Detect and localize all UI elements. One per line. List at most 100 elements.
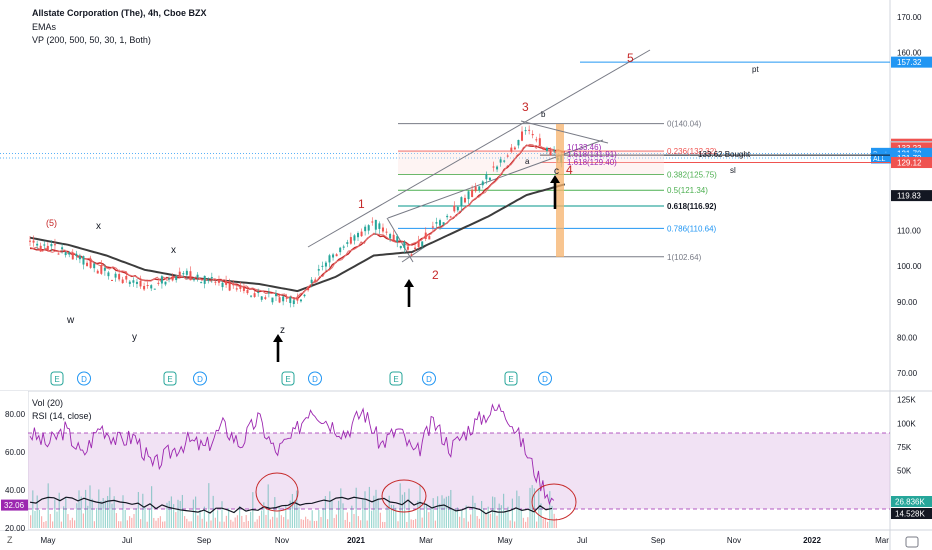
rsi-label: RSI (14, close)	[32, 411, 92, 421]
volume-bar	[311, 510, 313, 528]
candle-body	[168, 278, 171, 280]
indicator-emas-label: EMAs	[32, 22, 57, 32]
volume-bar	[302, 519, 304, 528]
candle-body	[43, 244, 46, 246]
volume-bar	[421, 517, 423, 528]
candle-body	[264, 297, 267, 299]
volume-bar	[494, 497, 496, 528]
volume-bar	[126, 520, 128, 528]
volume-bar	[118, 521, 120, 528]
volume-bar	[85, 489, 87, 528]
volume-bar	[168, 500, 170, 528]
volume-bar	[408, 488, 410, 528]
candle-body	[496, 166, 499, 170]
volume-bar	[225, 515, 227, 528]
candle-body	[189, 271, 192, 281]
volume-ma-box	[891, 508, 932, 519]
candle-body	[64, 252, 67, 256]
volume-bar	[439, 503, 441, 528]
volume-bar	[483, 508, 485, 528]
volume-bar	[104, 500, 106, 528]
candle-body	[68, 252, 71, 255]
volume-bar	[536, 521, 538, 528]
volume-bar	[470, 514, 472, 528]
volume-bar	[551, 505, 553, 528]
candle-body	[421, 241, 424, 247]
candle-body	[542, 148, 545, 150]
volume-bar	[89, 485, 91, 528]
volume-bar	[91, 498, 93, 528]
volume-bar	[445, 496, 447, 528]
candle-body	[296, 297, 299, 301]
fib-level-label: 0.5(121.34)	[667, 186, 708, 195]
volume-bar	[184, 516, 186, 528]
arrow-up-z-head	[273, 334, 283, 342]
volume-bar	[412, 520, 414, 528]
earnings-marker-text: E	[54, 375, 59, 384]
ema-slow-line	[29, 183, 566, 293]
volume-bar	[335, 514, 337, 528]
time-axis-label: Jul	[122, 536, 132, 545]
candle-body	[406, 246, 409, 250]
time-axis-label: Nov	[275, 536, 289, 545]
volume-bar	[478, 518, 480, 528]
time-axis-label: Sep	[197, 536, 212, 545]
volume-bar	[472, 495, 474, 528]
candle-body	[282, 296, 285, 302]
time-axis-label: Sep	[651, 536, 666, 545]
candle-body	[378, 223, 381, 229]
candle-body	[381, 227, 384, 232]
volume-current-label: 26.836K	[895, 498, 925, 507]
candle-body	[410, 254, 413, 256]
volume-bar	[503, 493, 505, 528]
candle-body	[289, 297, 292, 304]
volume-bar	[434, 520, 436, 528]
candle-body	[46, 245, 49, 251]
volume-bar	[406, 521, 408, 528]
volume-bar	[357, 516, 359, 528]
dividend-marker	[308, 371, 322, 386]
candle-body	[367, 225, 370, 231]
candle-body	[139, 280, 142, 287]
volume-bar	[353, 513, 355, 528]
fib-level-label: 0.236(132.32)	[667, 147, 717, 156]
candle-body	[506, 155, 509, 157]
volume-bar	[164, 521, 166, 528]
timezone-icon[interactable]: Z	[7, 535, 13, 545]
volume-bar	[432, 498, 434, 528]
volume-bar	[289, 500, 291, 528]
fib-level-label: 0.786(110.64)	[667, 224, 717, 233]
price-label-text: 119.83	[897, 192, 921, 201]
volume-bar	[511, 498, 513, 528]
volume-bar	[368, 486, 370, 528]
volume-bar	[456, 507, 458, 528]
volume-bar	[454, 508, 456, 528]
volume-tick-label: 50K	[897, 467, 912, 476]
volume-bar	[102, 497, 104, 528]
candle-body	[175, 276, 178, 281]
volume-bar	[34, 510, 36, 528]
candle-body	[125, 275, 128, 280]
volume-bar	[342, 503, 344, 528]
volume-bar	[437, 496, 439, 528]
price-label-text: 129.12	[897, 159, 922, 168]
candle-body	[143, 285, 146, 290]
candle-body	[471, 189, 474, 197]
volume-bar	[245, 515, 247, 528]
volume-bar	[122, 495, 124, 528]
candle-body	[374, 219, 377, 230]
volume-bar	[476, 516, 478, 528]
candle-body	[513, 147, 516, 150]
candle-body	[303, 294, 306, 297]
volume-bar	[52, 521, 54, 528]
candle-body	[132, 280, 135, 283]
channel-upper-line	[307, 49, 651, 248]
fib-level-label: 0.618(116.92)	[667, 202, 717, 211]
candle-body	[307, 288, 310, 291]
earnings-marker-text: E	[393, 375, 398, 384]
volume-bar	[71, 517, 73, 528]
candle-body	[553, 150, 556, 152]
volume-bar	[36, 495, 38, 528]
